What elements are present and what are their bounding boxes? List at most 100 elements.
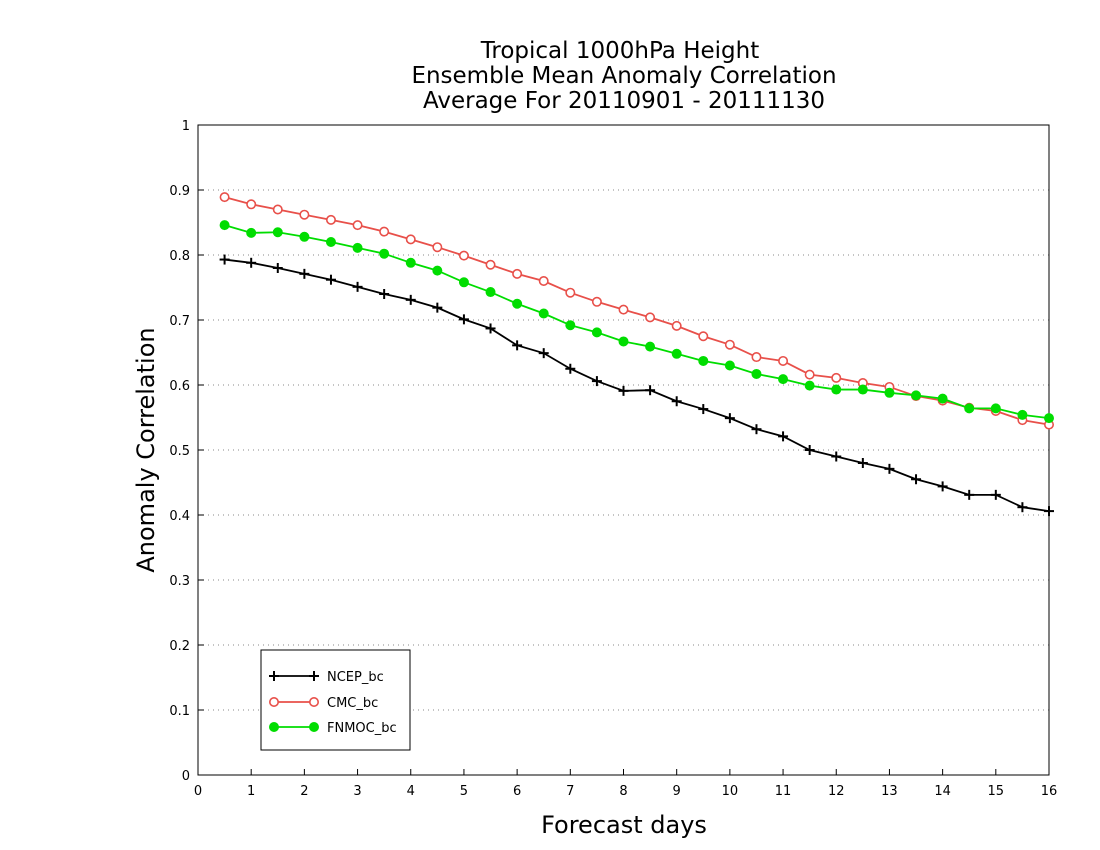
- x-tick-label: 12: [828, 784, 845, 799]
- legend-marker: [308, 696, 319, 707]
- data-point: [645, 341, 656, 352]
- legend-item-ncep-bc: NCEP_bc: [269, 670, 384, 685]
- data-point: [512, 298, 523, 309]
- data-point: [778, 355, 789, 366]
- data-point: [352, 220, 363, 231]
- data-point: [1044, 506, 1054, 517]
- data-point: [618, 336, 629, 347]
- data-point: [379, 248, 390, 259]
- data-point: [219, 192, 230, 203]
- data-point: [618, 385, 629, 396]
- data-point: [937, 393, 948, 404]
- y-tick-label: 0.7: [169, 314, 190, 329]
- x-tick-label: 6: [513, 784, 521, 799]
- data-point: [246, 199, 257, 210]
- y-tick-label: 0.1: [169, 704, 190, 719]
- data-point: [937, 481, 948, 492]
- data-point: [565, 363, 576, 374]
- data-point: [432, 242, 443, 253]
- y-tick-label: 1: [182, 119, 190, 134]
- data-point: [325, 274, 336, 285]
- data-point: [379, 289, 390, 299]
- data-point: [698, 331, 709, 342]
- data-point: [272, 263, 283, 273]
- legend-box: [260, 649, 411, 751]
- data-point: [299, 268, 310, 279]
- data-point: [831, 384, 842, 395]
- legend-item-fnmoc-bc: FNMOC_bc: [269, 721, 397, 736]
- legend-label: FNMOC_bc: [327, 721, 397, 736]
- data-point: [778, 431, 789, 442]
- x-tick-label: 11: [775, 784, 792, 799]
- data-point: [911, 390, 922, 401]
- series-layer: [219, 192, 1055, 517]
- y-tick-label: 0.9: [169, 184, 190, 199]
- x-axis-label: Forecast days: [541, 811, 707, 839]
- data-point: [751, 368, 762, 379]
- title-line-3: Average For 20110901 - 20111130: [423, 88, 825, 114]
- data-point: [857, 458, 868, 468]
- x-tick-label: 14: [934, 784, 951, 799]
- series-line: [224, 258, 1050, 512]
- data-point: [458, 250, 469, 261]
- legend: NCEP_bc CMC_bc FNMOC_bc: [260, 649, 411, 751]
- x-tick-label: 7: [566, 784, 574, 799]
- legend-label: NCEP_bc: [327, 670, 384, 685]
- data-point: [911, 474, 922, 485]
- x-tick-label: 16: [1041, 784, 1058, 799]
- data-point: [804, 380, 815, 391]
- data-point: [565, 320, 576, 331]
- data-point: [990, 489, 1001, 500]
- data-point: [272, 204, 283, 215]
- data-point: [538, 275, 549, 286]
- data-point: [671, 320, 682, 331]
- chart-title: Tropical 1000hPa Height Ensemble Mean An…: [411, 38, 836, 114]
- data-point: [538, 348, 549, 359]
- legend-marker: [269, 671, 279, 681]
- data-point: [299, 209, 310, 220]
- data-point: [485, 287, 496, 298]
- data-point: [512, 340, 523, 351]
- x-tick-label: 1: [247, 784, 255, 799]
- data-point: [458, 314, 469, 325]
- x-tick-label: 15: [988, 784, 1005, 799]
- x-tick-label: 9: [673, 784, 681, 799]
- data-point: [724, 339, 735, 350]
- data-point: [591, 376, 602, 387]
- data-point: [246, 257, 257, 268]
- data-point: [405, 294, 416, 305]
- data-point: [538, 308, 549, 319]
- data-point: [751, 424, 762, 435]
- data-point: [405, 234, 416, 245]
- data-point: [645, 312, 656, 323]
- data-point: [458, 277, 469, 288]
- title-line-2: Ensemble Mean Anomaly Correlation: [411, 63, 836, 89]
- series-line: [224, 224, 1050, 420]
- y-axis-label: Anomaly Correlation: [132, 327, 160, 572]
- x-tick-label: 2: [300, 784, 308, 799]
- data-point: [645, 385, 656, 396]
- data-point: [405, 257, 416, 268]
- data-point: [432, 302, 443, 313]
- x-tick-label: 3: [353, 784, 361, 799]
- data-point: [591, 296, 602, 307]
- data-point: [884, 463, 895, 474]
- data-point: [1044, 413, 1054, 424]
- data-point: [485, 259, 496, 270]
- data-point: [884, 387, 895, 398]
- legend-marker: [309, 722, 319, 732]
- grid-lines: [198, 189, 1049, 711]
- title-line-1: Tropical 1000hPa Height: [480, 38, 760, 64]
- data-point: [724, 413, 735, 424]
- series-cmc-bc: [219, 192, 1055, 430]
- y-tick-label: 0.2: [169, 639, 190, 654]
- data-point: [325, 237, 336, 247]
- legend-marker: [269, 722, 279, 732]
- x-tick-label: 0: [194, 784, 202, 799]
- data-point: [272, 227, 283, 238]
- data-point: [246, 227, 257, 238]
- data-point: [352, 242, 363, 253]
- data-point: [804, 445, 815, 455]
- series-fnmoc-bc: [219, 220, 1054, 424]
- data-point: [618, 304, 629, 315]
